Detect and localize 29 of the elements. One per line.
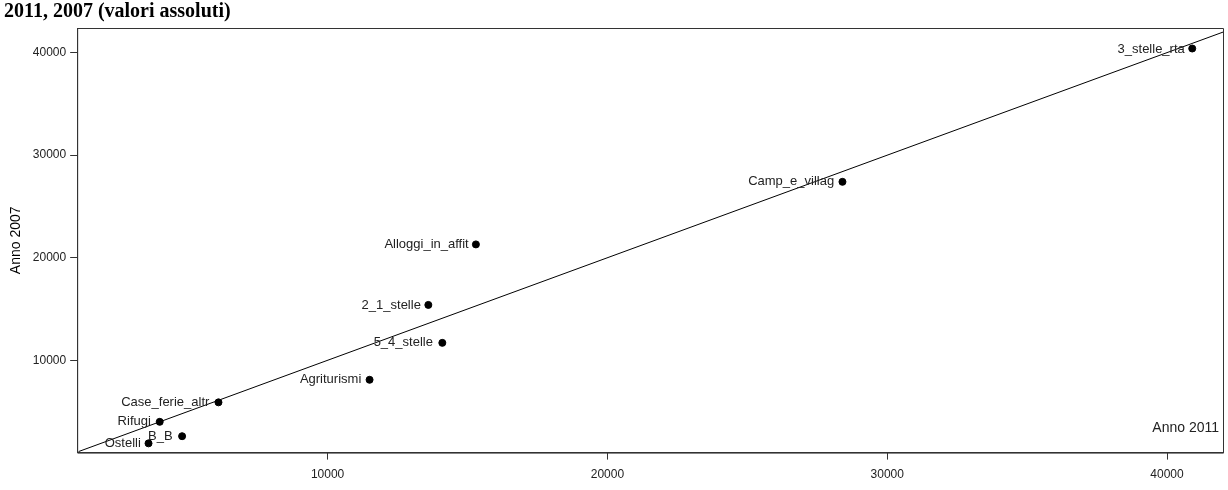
point [178,432,187,441]
x-tick-label: 40000 [1150,467,1185,482]
x-tick-label: 30000 [870,467,905,482]
annotation: Rifugi [117,413,151,429]
point [1188,44,1197,53]
point [838,177,847,186]
point [471,240,480,249]
chart-title: 2011, 2007 (valori assoluti) [4,0,231,23]
point [365,375,374,384]
y-tick-label: 20000 [32,250,67,265]
annotation: Case_ferie_altr [121,394,211,410]
annotation: 5_4_stelle [373,334,433,350]
annotation: Alloggi_in_affit [384,236,470,252]
annotation: 2_1_stelle [361,296,421,312]
annotation: 3_stelle_rta [1117,40,1186,56]
annotation: Ostelli [104,435,141,451]
annotation: B_B [148,427,173,443]
point [424,300,433,309]
x-tick-label: 20000 [590,467,625,482]
x-axis-title: Anno 2011 [1152,419,1220,436]
x-tick-label: 10000 [310,467,345,482]
annotation: Agriturismi [299,371,362,387]
point [438,338,447,347]
y-axis-title: Anno 2007 [7,206,24,275]
y-tick-label: 30000 [32,147,67,162]
point [214,398,223,407]
y-tick-label: 40000 [32,44,67,59]
point [155,417,164,426]
y-tick-label: 10000 [32,352,67,367]
